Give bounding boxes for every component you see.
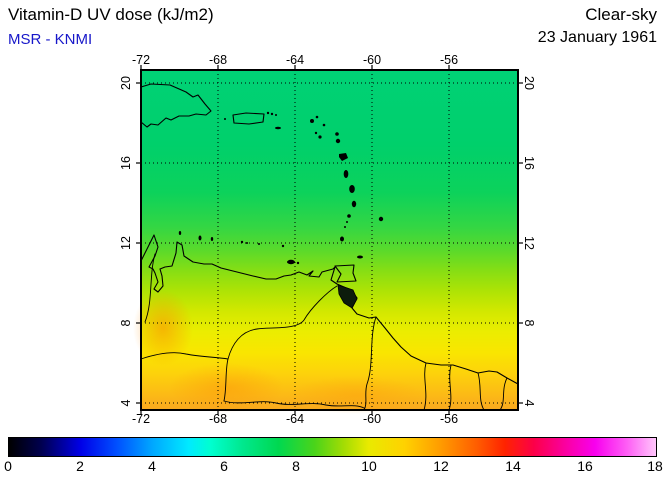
colorbar	[8, 437, 657, 457]
date-label: 23 January 1961	[537, 29, 657, 46]
map-panel	[133, 65, 523, 415]
lat-tick-left: 4	[119, 399, 133, 407]
source-label: MSR - KNMI	[8, 31, 93, 48]
colorbar-tick: 12	[433, 458, 449, 474]
border-guiana-brazil	[499, 377, 508, 411]
lon-tick-bottom: -56	[439, 412, 459, 426]
border-colombia-venezuela	[144, 253, 156, 323]
orinoco-delta	[337, 284, 358, 309]
coastline-puerto-rico	[232, 112, 265, 125]
lat-tick-left: 20	[119, 76, 133, 90]
colorbar-tick: 18	[647, 458, 663, 474]
meta-river	[140, 352, 229, 360]
coastline-south-america	[140, 234, 519, 385]
colorbar-tick: 16	[577, 458, 593, 474]
colorbar-gradient	[9, 438, 656, 456]
plot-title: Vitamin-D UV dose (kJ/m2)	[8, 5, 214, 24]
lon-tick-bottom: -64	[285, 412, 305, 426]
lon-tick-top: -60	[362, 53, 382, 67]
lat-tick-right: 16	[522, 156, 536, 170]
suriname-river	[448, 364, 452, 411]
lat-tick-right: 20	[522, 76, 536, 90]
border-guyana-suriname	[423, 362, 427, 411]
lat-tick-right: 12	[522, 236, 536, 250]
border-suriname-guiana	[477, 372, 485, 411]
lat-tick-left: 8	[119, 319, 133, 327]
border-venezuela-guyana	[363, 316, 377, 411]
lon-tick-bottom: -60	[362, 412, 382, 426]
colorbar-tick: 8	[292, 458, 300, 474]
sky-condition-label: Clear-sky	[585, 5, 657, 24]
lon-tick-top: -68	[208, 53, 228, 67]
colorbar-tick: 0	[4, 458, 12, 474]
colorbar-tick: 2	[76, 458, 84, 474]
lon-tick-top: -64	[285, 53, 305, 67]
colorbar-tick: 14	[505, 458, 521, 474]
orinoco-river	[223, 285, 338, 402]
venezuelan-islands	[178, 231, 300, 265]
lesser-antilles-islands	[310, 115, 384, 259]
lon-tick-top: -56	[439, 53, 459, 67]
coastlines-layer	[136, 65, 523, 415]
lat-tick-right: 8	[522, 319, 536, 327]
map-border	[140, 69, 519, 411]
rivers-and-borders	[140, 253, 508, 411]
coastline-trinidad	[334, 264, 357, 283]
virgin-islands	[224, 111, 281, 130]
lat-tick-left: 12	[119, 236, 133, 250]
colorbar-tick: 6	[220, 458, 228, 474]
colorbar-tick: 4	[148, 458, 156, 474]
lat-tick-right: 4	[522, 399, 536, 407]
colorbar-tick: 10	[361, 458, 377, 474]
lon-tick-top: -72	[131, 53, 151, 67]
axis-ticks	[136, 65, 523, 415]
lon-tick-bottom: -72	[131, 412, 151, 426]
grid-lines	[141, 70, 518, 410]
lat-tick-left: 16	[119, 156, 133, 170]
map-field	[141, 70, 518, 410]
coastline-hispaniola	[140, 83, 212, 128]
lon-tick-bottom: -68	[208, 412, 228, 426]
border-venezuela-brazil	[223, 400, 365, 409]
